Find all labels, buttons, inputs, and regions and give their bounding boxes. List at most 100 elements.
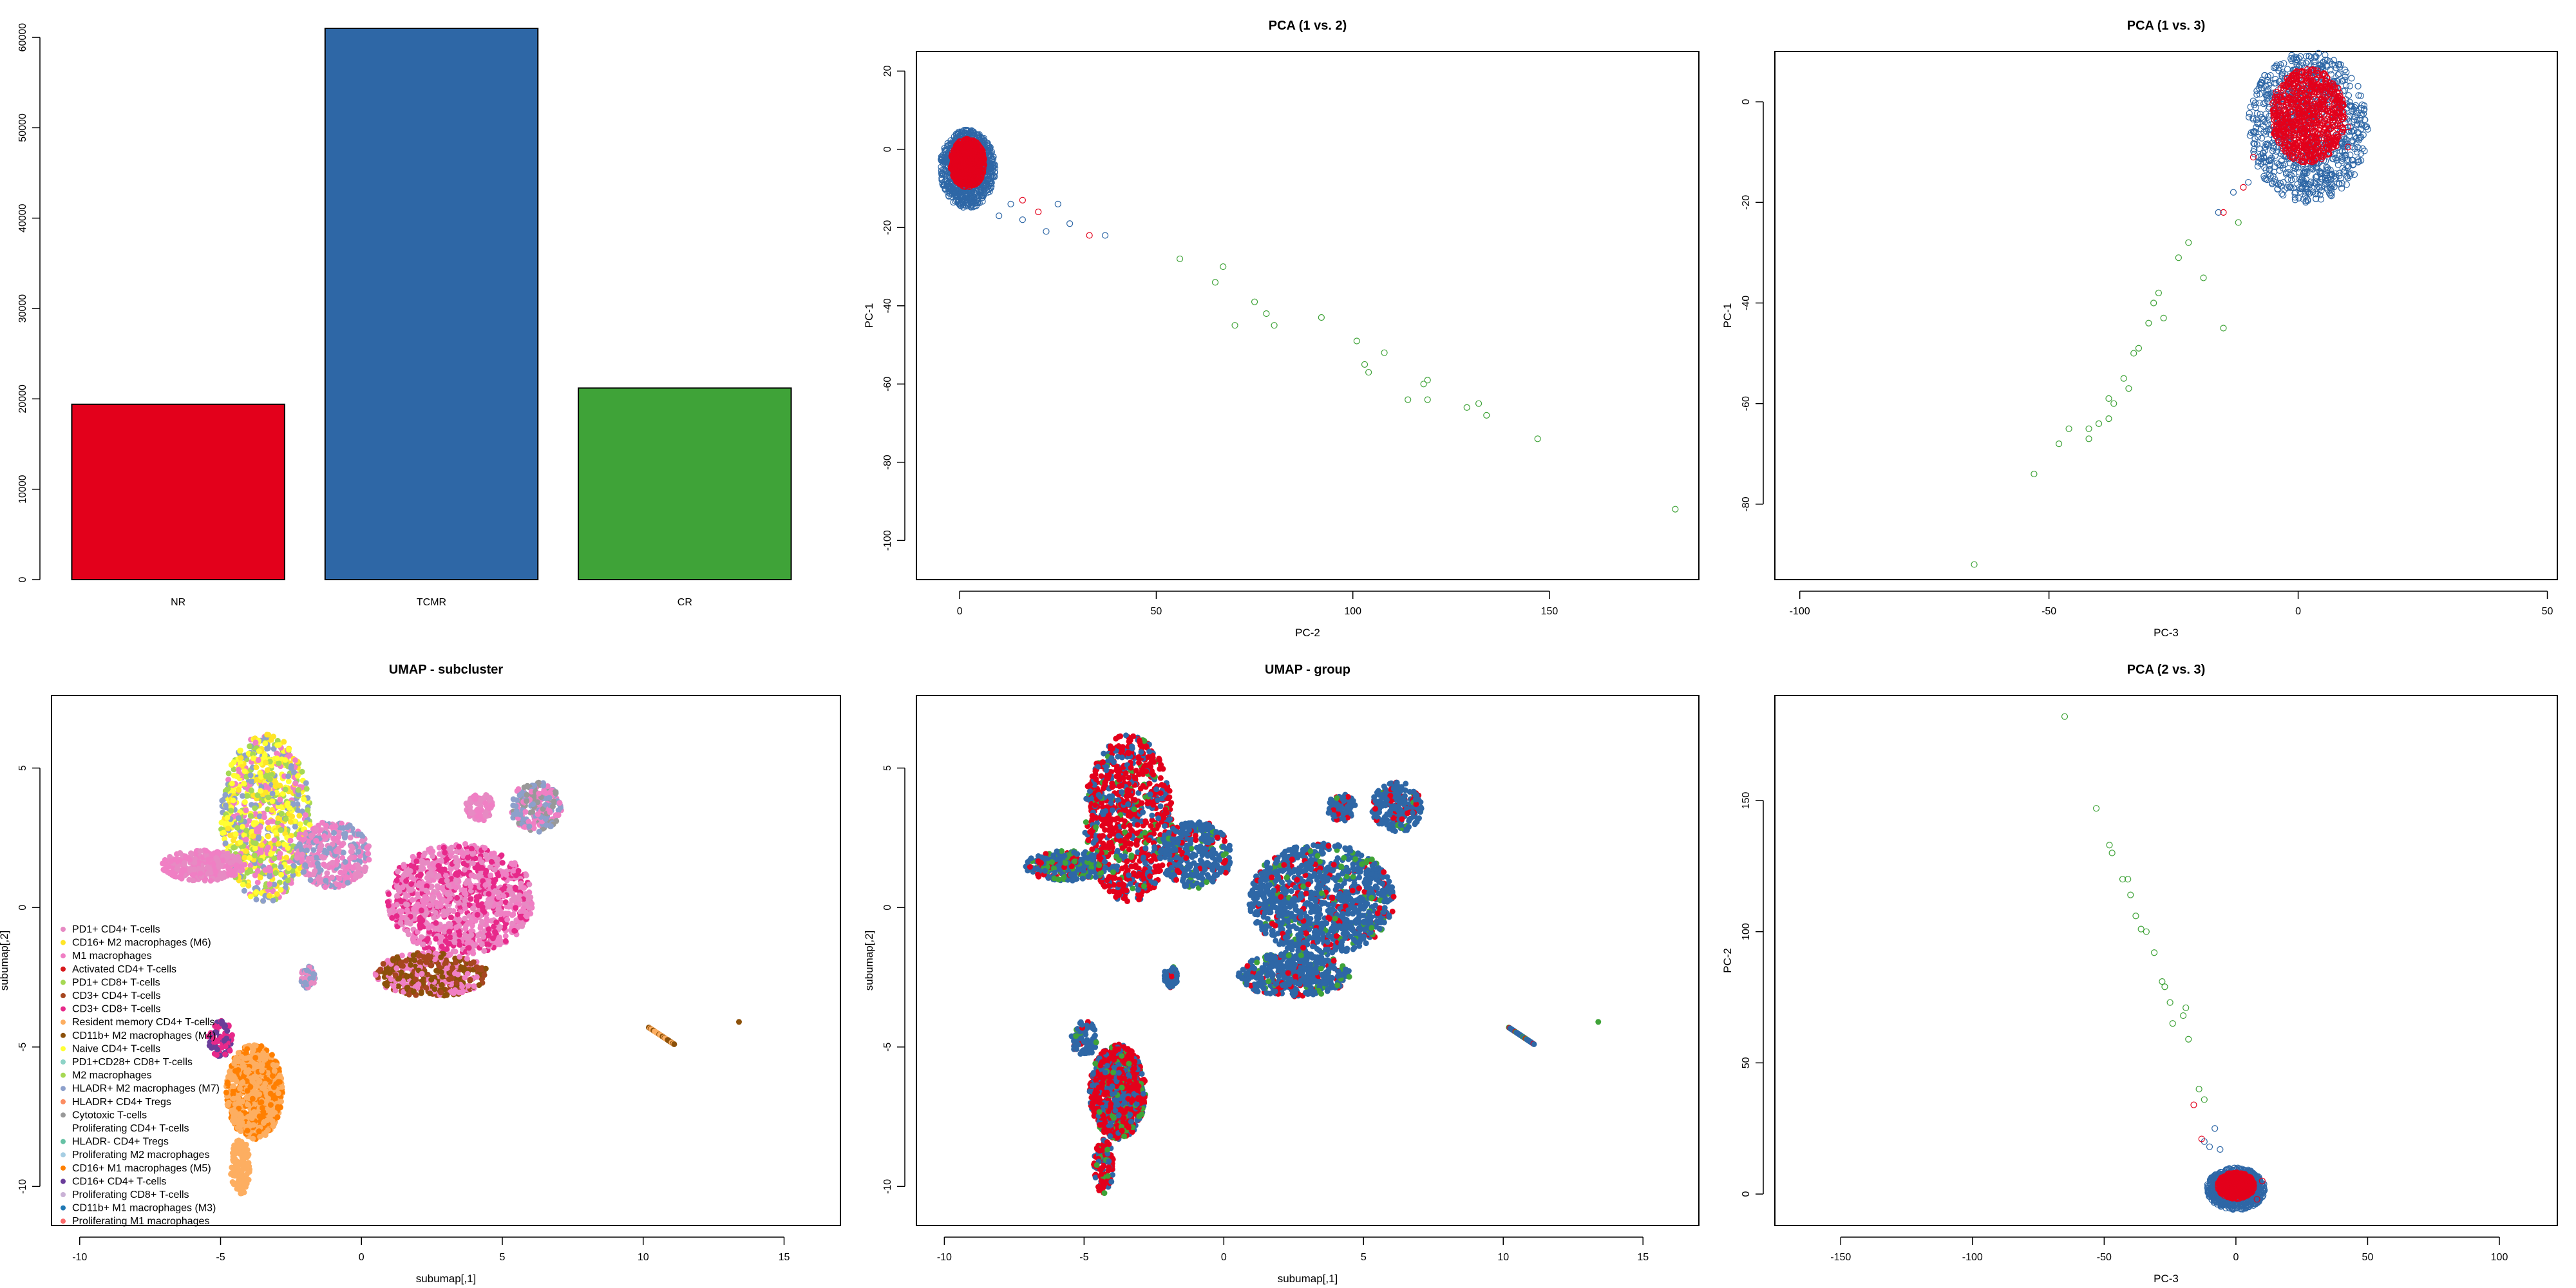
x-tick-label: 0 <box>2295 606 2301 617</box>
umap-point <box>302 831 308 837</box>
point-tcmr <box>2362 124 2369 131</box>
point-tcmr <box>2291 196 2298 204</box>
umap-point <box>338 842 345 849</box>
umap-point <box>294 801 301 808</box>
point-tcmr <box>2354 144 2361 151</box>
y-tick-label: -20 <box>1741 195 1752 210</box>
umap-point <box>282 786 289 793</box>
umap-point <box>235 815 242 822</box>
point-nr <box>973 175 980 182</box>
umap-point <box>274 755 280 762</box>
point-tcmr <box>2278 190 2286 197</box>
umap-point <box>257 824 263 831</box>
umap-point <box>267 872 273 878</box>
point-tcmr <box>2348 128 2355 135</box>
point-tcmr <box>980 182 987 189</box>
point-cr <box>1176 255 1184 263</box>
point-tcmr <box>2266 166 2273 173</box>
point-nr <box>2311 150 2318 158</box>
umap-point <box>231 872 237 878</box>
point-tcmr <box>2312 195 2320 202</box>
umap-point <box>271 837 278 844</box>
y-tick-label: 0 <box>17 576 28 582</box>
umap-point <box>321 861 327 867</box>
umap-point <box>341 831 347 837</box>
point-nr <box>2322 77 2329 85</box>
point-tcmr <box>2264 141 2271 148</box>
point-tcmr <box>952 198 959 205</box>
umap-point <box>189 872 196 878</box>
point-nr <box>2298 143 2305 150</box>
umap-point <box>225 777 232 783</box>
umap-point <box>258 788 264 794</box>
point-nr <box>2298 77 2306 84</box>
point-nr <box>2303 144 2310 151</box>
point-nr <box>2291 104 2299 111</box>
umap-point <box>267 867 273 874</box>
point-tcmr <box>2310 179 2317 187</box>
point-tcmr <box>2355 129 2362 137</box>
x-tick-label: 15 <box>779 1252 790 1263</box>
umap-point <box>222 836 228 842</box>
point-cr <box>2185 239 2192 246</box>
umap-point <box>264 767 270 773</box>
umap-point <box>313 837 319 844</box>
umap-point <box>328 824 335 830</box>
umap-point <box>231 766 237 773</box>
point-tcmr <box>2267 79 2274 86</box>
umap-point <box>242 768 248 775</box>
point-cr <box>1271 322 1278 329</box>
point-nr <box>2271 109 2278 117</box>
point-nr <box>2278 113 2286 120</box>
point-cr <box>1405 396 1412 403</box>
point-tcmr <box>2327 167 2334 174</box>
umap-point <box>262 759 269 766</box>
umap-point <box>294 855 300 861</box>
point-tcmr <box>2358 101 2366 108</box>
point-cr <box>1672 506 1679 513</box>
point-tcmr <box>948 180 955 187</box>
point-tcmr <box>2291 190 2298 197</box>
point-nr <box>2316 121 2323 128</box>
point-tcmr <box>2339 153 2346 160</box>
umap-point <box>307 877 314 884</box>
point-cr <box>2235 219 2242 226</box>
point-nr <box>2309 79 2317 86</box>
y-tick-label: 40000 <box>17 204 28 232</box>
umap-point <box>187 857 193 863</box>
point-tcmr <box>2347 170 2354 177</box>
x-tick-label: 0 <box>359 1252 365 1263</box>
point-cr <box>2150 299 2157 307</box>
umap-point <box>258 857 264 864</box>
point-tcmr <box>2286 183 2294 190</box>
umap-point <box>182 853 189 860</box>
point-tcmr <box>1101 232 1109 239</box>
point-nr <box>2287 137 2294 144</box>
point-nr <box>2300 144 2308 151</box>
umap-point <box>191 855 198 862</box>
point-tcmr <box>2334 161 2342 169</box>
point-cr <box>1463 404 1470 411</box>
umap-point <box>263 789 269 795</box>
point-nr <box>2324 74 2331 82</box>
point-tcmr <box>2362 116 2369 124</box>
umap-point <box>352 874 359 880</box>
umap-point <box>308 833 314 839</box>
umap-point <box>213 855 220 861</box>
point-tcmr <box>2312 191 2320 198</box>
point-nr <box>2282 118 2289 125</box>
point-nr <box>2336 109 2344 117</box>
point-nr <box>950 172 957 179</box>
umap-point <box>241 887 247 894</box>
point-nr <box>2305 123 2312 130</box>
point-nr <box>971 167 978 175</box>
point-nr <box>2324 96 2332 104</box>
point-tcmr <box>2316 191 2324 198</box>
umap-point <box>285 877 291 884</box>
umap-point <box>292 818 298 824</box>
point-tcmr <box>2311 54 2318 61</box>
point-tcmr <box>2354 156 2362 164</box>
point-tcmr <box>942 176 949 183</box>
umap-point <box>205 857 212 863</box>
